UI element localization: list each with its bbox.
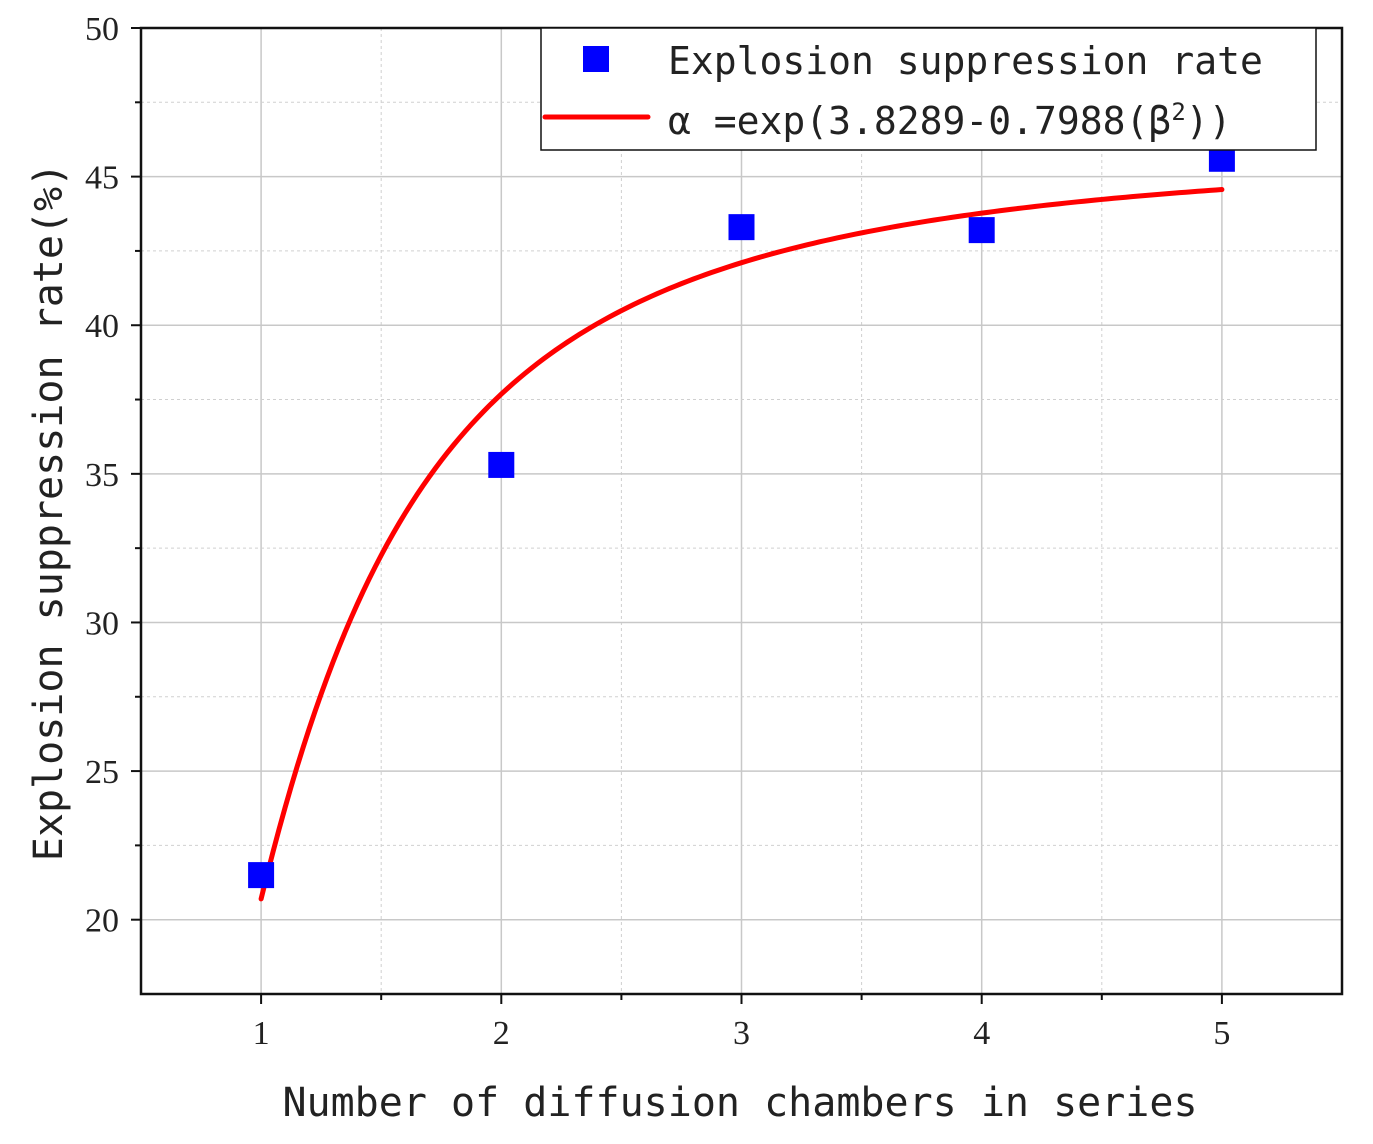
x-tick-label: 3 — [733, 1015, 750, 1052]
legend-label-fit: α =exp(3.8289-0.7988(β2)) — [668, 98, 1232, 143]
y-tick-label: 35 — [85, 457, 119, 494]
data-point — [248, 862, 275, 889]
legend-label-tail: )) — [1186, 99, 1232, 143]
x-tick-label: 1 — [253, 1015, 270, 1052]
y-tick-label: 30 — [85, 605, 119, 642]
legend-superscript: 2 — [1171, 98, 1185, 126]
legend-label-scatter: Explosion suppression rate — [668, 39, 1263, 83]
legend: Explosion suppression rate α =exp(3.8289-… — [540, 27, 1317, 151]
legend-box — [540, 27, 1317, 151]
fit-curve — [258, 187, 1225, 902]
x-tick-label: 2 — [493, 1015, 510, 1052]
y-tick-label: 45 — [85, 160, 119, 197]
x-tick-label: 5 — [1213, 1015, 1230, 1052]
plot-area — [248, 145, 1235, 902]
x-tick-label: 4 — [973, 1015, 990, 1052]
x-axis-title: Number of diffusion chambers in series — [282, 1080, 1197, 1126]
data-point — [728, 214, 755, 241]
y-axis-title: Explosion suppression rate(%) — [26, 163, 72, 861]
data-point — [968, 217, 995, 244]
y-tick-label: 40 — [85, 308, 119, 345]
y-tick-label: 20 — [85, 903, 119, 940]
y-tick-label: 25 — [85, 754, 119, 791]
legend-marker-square — [583, 46, 609, 72]
data-point — [488, 451, 515, 478]
y-tick-label: 50 — [85, 11, 119, 48]
